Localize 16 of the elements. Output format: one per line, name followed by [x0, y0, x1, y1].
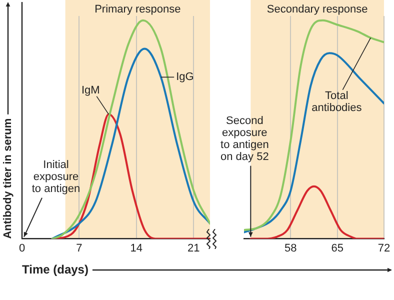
x-tick-label: 21	[188, 242, 200, 254]
annotation: Second exposure to antigen on day 52	[220, 114, 269, 163]
x-tick-label: 0	[18, 242, 26, 254]
x-tick-label: 65	[331, 242, 344, 254]
series-label: IgM	[81, 84, 100, 96]
x-tick-label: 58	[284, 242, 297, 254]
x-tick-label: 7	[76, 242, 82, 254]
x-tick-label: 14	[130, 242, 143, 254]
series-label: IgG	[176, 71, 194, 84]
band-label: Secondary response	[266, 4, 368, 16]
annotation: Initial exposure to antigen	[32, 158, 80, 195]
x-tick-label: 72	[378, 242, 390, 254]
band-label: Primary response	[94, 4, 181, 16]
y-axis-title: Antibody titer in serum	[2, 118, 14, 239]
x-axis-title: Time (days)	[22, 262, 88, 276]
series-label: Total antibodies	[312, 90, 362, 114]
